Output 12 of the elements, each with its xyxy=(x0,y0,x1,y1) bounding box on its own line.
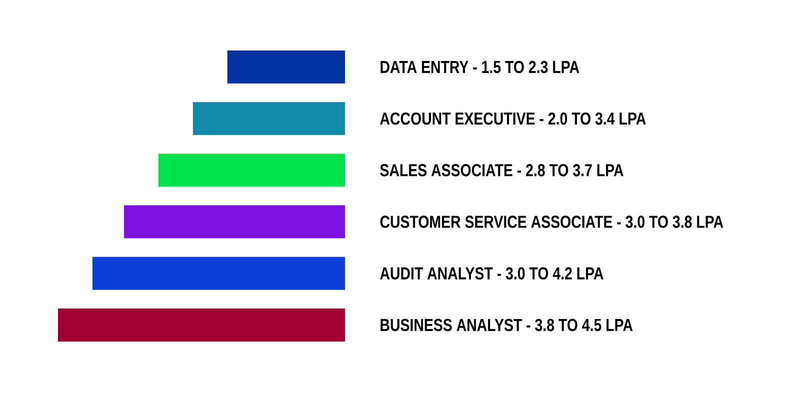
y-tick-label: AUDIT ANALYST - 3.0 TO 4.2 LPA xyxy=(380,267,604,280)
y-tick-label: DATA ENTRY - 1.5 TO 2.3 LPA xyxy=(380,60,580,74)
bar xyxy=(92,256,345,290)
y-tick-label: CUSTOMER SERVICE ASSOCIATE - 3.0 TO 3.8 LPA xyxy=(380,216,724,228)
bar xyxy=(192,102,345,136)
bar xyxy=(158,154,345,187)
bar xyxy=(227,50,345,84)
y-tick-label: BUSINESS ANALYST - 3.8 TO 4.5 LPA xyxy=(380,318,633,332)
bar xyxy=(58,308,345,342)
bar xyxy=(124,205,345,238)
y-tick-label: ACCOUNT EXECUTIVE - 2.0 TO 3.4 LPA xyxy=(380,112,646,125)
y-tick-label: SALES ASSOCIATE - 2.8 TO 3.7 LPA xyxy=(380,164,624,176)
